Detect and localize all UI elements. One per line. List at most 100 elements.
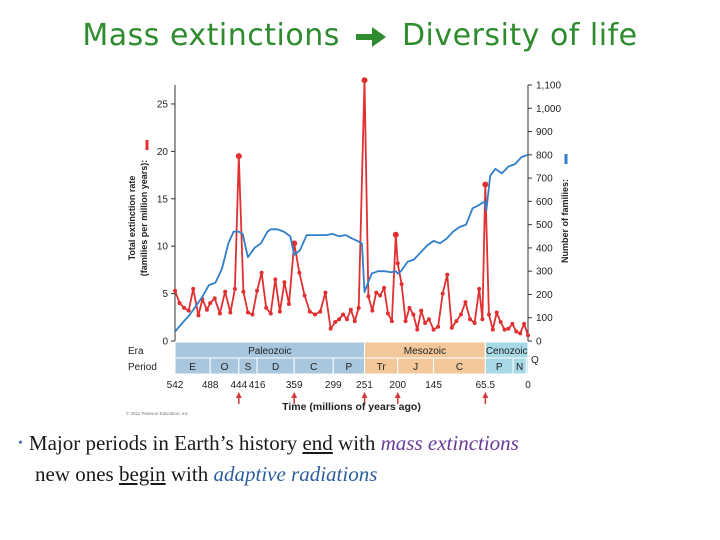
period-band bbox=[525, 357, 529, 375]
extinction-rate-point bbox=[440, 291, 445, 296]
extinction-rate-point bbox=[506, 326, 511, 331]
extinction-rate-point bbox=[468, 317, 473, 322]
extinction-rate-point bbox=[182, 305, 187, 310]
x-axis-tick-label: 145 bbox=[425, 380, 442, 391]
extinction-rate-point bbox=[264, 305, 269, 310]
x-axis-tick-label: 488 bbox=[202, 380, 219, 391]
extinction-rate-point bbox=[268, 311, 273, 316]
extinction-rate-point bbox=[378, 293, 383, 298]
mass-extinction-arrow-icon bbox=[394, 392, 401, 398]
right-arrow-icon bbox=[354, 18, 388, 53]
extinction-rate-point bbox=[458, 312, 463, 317]
x-axis-tick-label: 359 bbox=[286, 380, 303, 391]
bullet-underline-end: end bbox=[302, 431, 333, 455]
extinction-rate-point bbox=[212, 296, 217, 301]
period-label: Q bbox=[531, 355, 539, 366]
title-right: Diversity of life bbox=[401, 18, 638, 53]
extinction-rate-point bbox=[415, 327, 420, 332]
extinction-rate-point bbox=[374, 290, 379, 295]
bullet-text-1: Major periods in Earth’s history bbox=[28, 431, 298, 455]
extinction-rate-point bbox=[361, 77, 368, 84]
left-axis-tick-label: 25 bbox=[157, 99, 169, 110]
extinction-rate-point bbox=[277, 309, 282, 314]
extinction-rate-point bbox=[463, 300, 468, 305]
extinction-rate-point bbox=[235, 153, 242, 160]
slide-title: Mass extinctions Diversity of life bbox=[0, 18, 720, 53]
period-label: E bbox=[189, 362, 196, 373]
extinction-rate-point bbox=[423, 320, 428, 325]
left-axis-tick-label: 10 bbox=[157, 242, 169, 253]
extinction-rate-point bbox=[232, 286, 237, 291]
extinction-rate-point bbox=[431, 327, 436, 332]
right-axis-tick-label: 0 bbox=[536, 337, 542, 348]
era-label: Cenozoic bbox=[486, 346, 528, 357]
bullet-text-3: new ones bbox=[35, 462, 114, 486]
extinction-rate-point bbox=[245, 310, 250, 315]
extinction-rate-point bbox=[318, 309, 323, 314]
x-axis-tick-label: 299 bbox=[325, 380, 342, 391]
bullet-point: • Major periods in Earth’s history end wi… bbox=[18, 428, 718, 489]
extinction-rate-point bbox=[477, 286, 482, 291]
right-axis-tick-label: 600 bbox=[536, 197, 553, 208]
extinction-rate-point bbox=[259, 270, 264, 275]
left-axis-tick-label: 20 bbox=[157, 147, 169, 158]
period-label: N bbox=[516, 362, 523, 373]
right-axis-tick-label: 100 bbox=[536, 313, 553, 324]
bullet-underline-begin: begin bbox=[118, 462, 166, 486]
period-label: C bbox=[310, 362, 317, 373]
period-label: P bbox=[346, 362, 353, 373]
extinction-rate-point bbox=[173, 288, 177, 293]
bullet-dot: • bbox=[18, 436, 23, 451]
extinction-rate-point bbox=[241, 289, 246, 294]
extinction-rate-point bbox=[407, 305, 412, 310]
extinction-rate-point bbox=[223, 289, 228, 294]
right-axis-tick-label: 1,100 bbox=[536, 81, 561, 92]
extinction-rate-point bbox=[177, 301, 182, 306]
left-axis-tick-label: 5 bbox=[162, 289, 168, 300]
extinction-rate-point bbox=[307, 309, 312, 314]
right-axis-tick-label: 800 bbox=[536, 150, 553, 161]
extinction-rate-point bbox=[411, 312, 416, 317]
extinction-rate-point bbox=[382, 285, 387, 290]
extinction-rate-point bbox=[392, 231, 399, 238]
extinction-rate-point bbox=[250, 312, 255, 317]
extinction-rate-point bbox=[337, 317, 342, 322]
extinction-rate-point bbox=[510, 321, 515, 326]
extinction-rate-point bbox=[518, 331, 523, 336]
x-axis-tick-label: 444 bbox=[230, 380, 247, 391]
x-axis-tick-label: 416 bbox=[249, 380, 266, 391]
x-axis-tick-label: 251 bbox=[356, 380, 373, 391]
extinction-rate-point bbox=[395, 261, 400, 266]
families-count-line bbox=[174, 153, 529, 333]
mass-extinction-arrow-icon bbox=[291, 392, 298, 398]
bullet-text-4: with bbox=[170, 462, 209, 486]
extinction-rate-point bbox=[502, 327, 507, 332]
era-row-label: Era bbox=[128, 346, 144, 357]
extinction-rate-point bbox=[344, 317, 349, 322]
x-axis-tick-label: 200 bbox=[389, 380, 406, 391]
bullet-line-2: new ones begin with adaptive radiations bbox=[18, 459, 718, 489]
extinction-rate-point bbox=[514, 329, 519, 334]
extinction-rate-point bbox=[255, 288, 260, 293]
extinction-rate-point bbox=[494, 310, 499, 315]
extinction-rate-point bbox=[302, 293, 307, 298]
left-axis-tick-label: 0 bbox=[162, 337, 168, 348]
extinction-rate-point bbox=[445, 272, 450, 277]
extinction-rate-point bbox=[333, 320, 338, 325]
extinction-rate-point bbox=[228, 310, 233, 315]
mass-extinction-arrow-icon bbox=[361, 392, 368, 398]
mass-extinction-arrow-icon bbox=[235, 392, 242, 398]
bullet-mass-extinctions: mass extinctions bbox=[380, 431, 519, 455]
extinction-rate-point bbox=[454, 319, 459, 324]
extinction-rate-point bbox=[490, 327, 495, 332]
extinction-rate-point bbox=[389, 319, 394, 324]
extinction-rate-point bbox=[486, 312, 491, 317]
extinction-rate-point bbox=[323, 290, 328, 295]
extinction-rate-point bbox=[191, 286, 196, 291]
extinction-rate-point bbox=[482, 181, 489, 188]
era-label: Paleozoic bbox=[248, 346, 291, 357]
extinction-rate-point bbox=[196, 313, 201, 318]
extinction-diversity-chart: 0 5 10 15 20 25 Total extinction rate (families… bbox=[126, 77, 570, 416]
extinction-rate-point bbox=[436, 324, 441, 329]
right-axis-tick-label: 400 bbox=[536, 243, 553, 254]
